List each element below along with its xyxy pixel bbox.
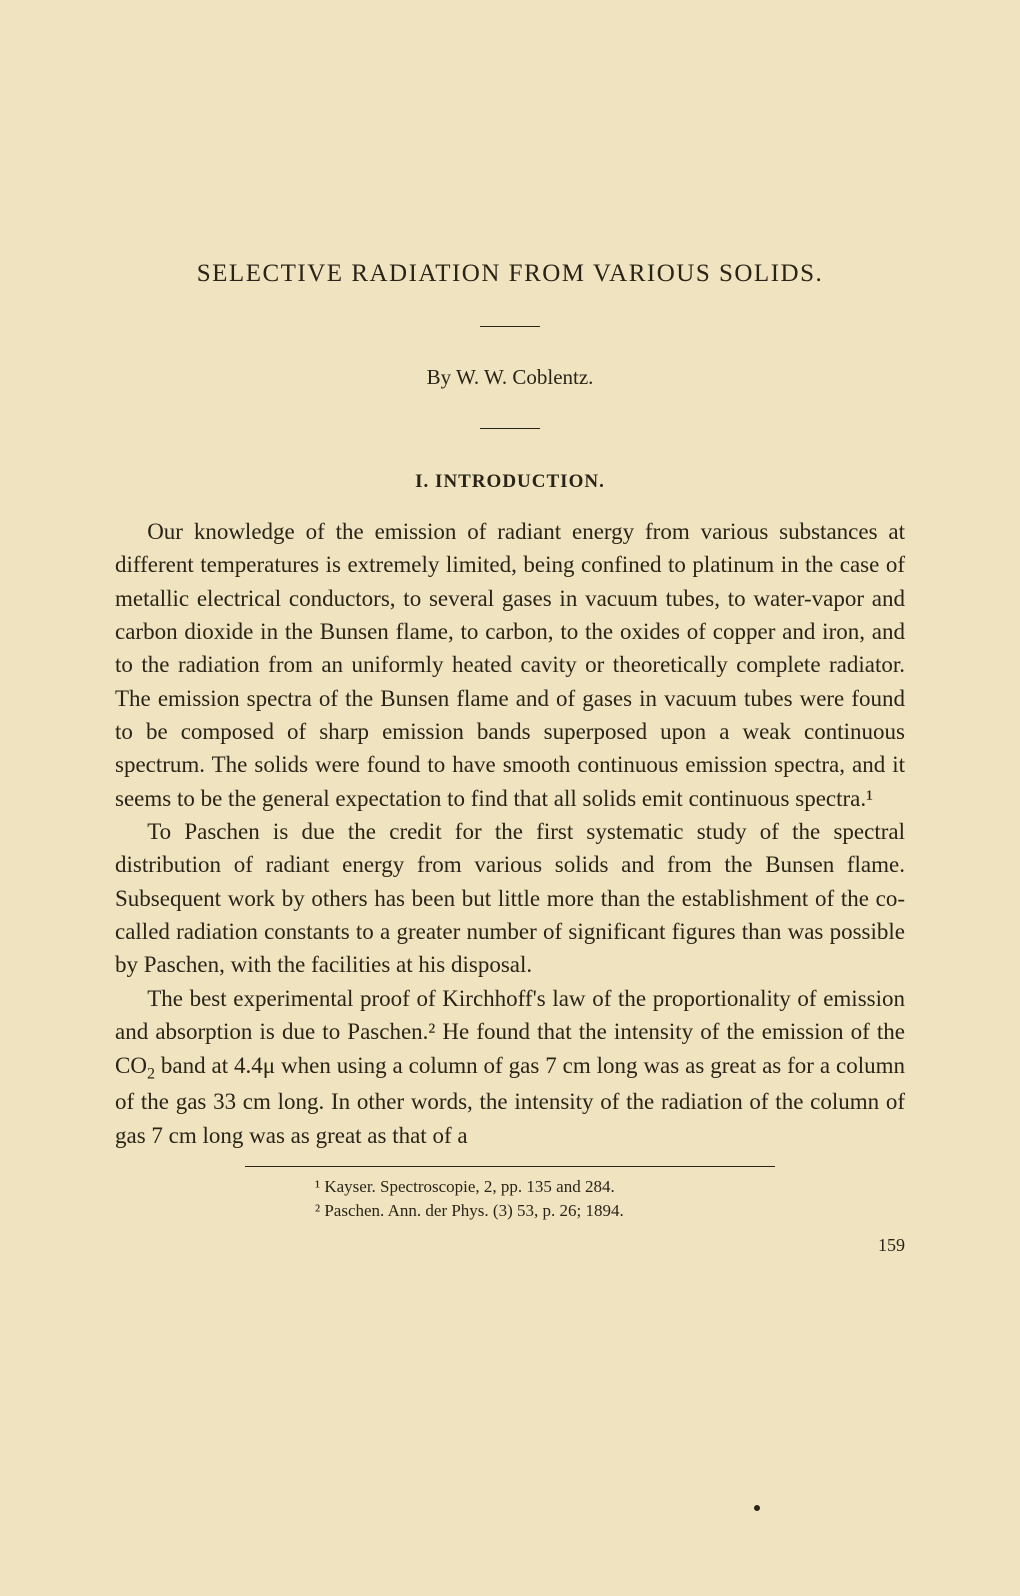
footnote-1: ¹ Kayser. Spectroscopie, 2, pp. 135 and …	[315, 1175, 905, 1199]
body-text: Our knowledge of the emission of radiant…	[115, 515, 905, 1152]
footnote-divider	[245, 1166, 775, 1167]
footnote-2: ² Paschen. Ann. der Phys. (3) 53, p. 26;…	[315, 1199, 905, 1223]
document-title: SELECTIVE RADIATION FROM VARIOUS SOLIDS.	[115, 260, 905, 288]
author-byline: By W. W. Coblentz.	[115, 365, 905, 390]
page-number: 159	[115, 1235, 905, 1256]
footnotes: ¹ Kayser. Spectroscopie, 2, pp. 135 and …	[115, 1175, 905, 1223]
paragraph-3: The best experimental proof of Kirchhoff…	[115, 982, 905, 1152]
paragraph-2: To Paschen is due the credit for the fir…	[115, 815, 905, 982]
paragraph-1: Our knowledge of the emission of radiant…	[115, 515, 905, 815]
author-divider	[480, 428, 540, 429]
co2-subscript: 2	[147, 1065, 155, 1082]
section-heading: I. INTRODUCTION.	[115, 471, 905, 493]
decorative-dot	[754, 1505, 760, 1511]
p3-text-part2: band at 4.4μ when using a column of gas …	[115, 1053, 905, 1148]
page-container: SELECTIVE RADIATION FROM VARIOUS SOLIDS.…	[0, 0, 1020, 1336]
title-divider	[480, 326, 540, 327]
